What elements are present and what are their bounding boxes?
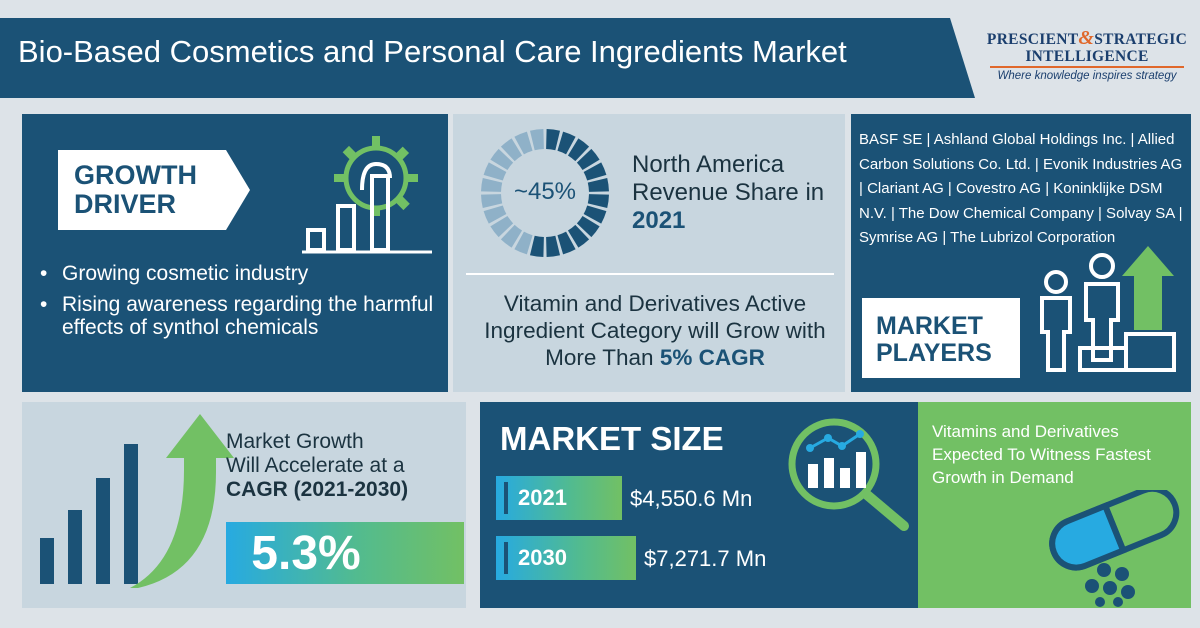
page-title: Bio-Based Cosmetics and Personal Care In… — [18, 34, 847, 69]
donut-segment — [490, 215, 514, 238]
market-players-label: MARKET PLAYERS — [876, 312, 992, 367]
donut-segment — [500, 138, 523, 162]
logo-word-prescient: PRESCIENT — [986, 31, 1079, 48]
share-caption: North America Revenue Share in 2021 — [632, 151, 842, 235]
logo-word-intelligence: INTELLIGENCE — [1025, 48, 1149, 65]
market-size-value-2030: $7,271.7 Mn — [644, 546, 767, 571]
donut-segment — [587, 177, 609, 192]
share-year: 2021 — [632, 207, 686, 234]
category-cagr: 5% CAGR — [659, 345, 765, 370]
growth-driver-bullets: Growing cosmetic industry Rising awarene… — [38, 262, 438, 347]
vitamins-panel — [918, 402, 1191, 608]
donut-segment — [481, 194, 503, 209]
cagr-bar — [226, 522, 464, 584]
donut-segment — [583, 205, 607, 224]
donut-segment — [587, 194, 609, 209]
divider — [466, 273, 834, 275]
donut-segment — [514, 231, 533, 255]
growth-driver-tag — [58, 150, 250, 230]
magnifier-chart-icon — [788, 418, 909, 531]
category-text: Vitamin and Derivatives Active Ingredien… — [484, 291, 826, 370]
market-growth-line1: Market Growth — [226, 430, 364, 453]
gear-bar-chart-icon — [302, 136, 432, 254]
cagr-value: 5.3% — [251, 527, 361, 580]
title-banner — [0, 18, 975, 98]
list-item: Growing cosmetic industry — [38, 262, 438, 285]
donut-segment — [483, 205, 507, 224]
donut-segment — [557, 231, 576, 255]
market-growth-cagr-label: CAGR (2021-2030) — [226, 478, 409, 501]
donut-segment — [514, 131, 533, 155]
list-item: Rising awareness regarding the harmful e… — [38, 293, 438, 339]
regional-share-panel — [453, 114, 845, 392]
logo-divider — [990, 66, 1184, 68]
donut-segment — [576, 215, 600, 238]
share-value: ~45% — [513, 178, 577, 205]
growth-driver-label: GROWTH DRIVER — [74, 160, 197, 219]
market-size-year-2030: 2030 — [496, 536, 636, 580]
logo-word-strategic: STRATEGIC — [1094, 31, 1188, 48]
vitamins-text: Vitamins and Derivatives Expected To Wit… — [932, 422, 1151, 487]
donut-segment — [481, 177, 503, 192]
market-size-title: MARKET SIZE — [500, 420, 724, 457]
donut-segment — [576, 148, 600, 171]
donut-segment — [483, 162, 507, 181]
logo-tagline: Where knowledge inspires strategy — [997, 70, 1177, 82]
market-size-year-2021: 2021 — [496, 476, 622, 520]
category-growth-text: Vitamin and Derivatives Active Ingredien… — [470, 290, 840, 371]
donut-segment — [567, 138, 590, 162]
donut-segment — [529, 129, 544, 151]
market-players-list: BASF SE | Ashland Global Holdings Inc. |… — [859, 131, 1183, 246]
donut-segment — [500, 224, 523, 248]
podium-people-icon — [1040, 246, 1176, 372]
market-growth-text: Market Growth Will Accelerate at a CAGR … — [226, 430, 458, 502]
donut-segment — [546, 235, 561, 257]
share-caption-text: North America Revenue Share in — [632, 151, 825, 206]
market-players-tag — [862, 298, 1020, 378]
donut-segment — [546, 129, 561, 151]
company-logo: PRESCIENT&STRATEGIC INTELLIGENCE Where k… — [984, 27, 1190, 100]
market-growth-line2: Will Accelerate at a — [226, 454, 405, 477]
donut-segment — [567, 224, 590, 248]
logo-ampersand: & — [1078, 27, 1095, 49]
donut-segment — [583, 162, 607, 181]
donut-segment — [529, 235, 544, 257]
market-size-value-2021: $4,550.6 Mn — [630, 486, 753, 511]
capsule-pills-icon — [1049, 490, 1180, 607]
rising-bars-arrow-icon — [40, 414, 234, 588]
share-donut-chart — [481, 129, 609, 257]
donut-segment — [557, 131, 576, 155]
donut-segment — [490, 148, 514, 171]
